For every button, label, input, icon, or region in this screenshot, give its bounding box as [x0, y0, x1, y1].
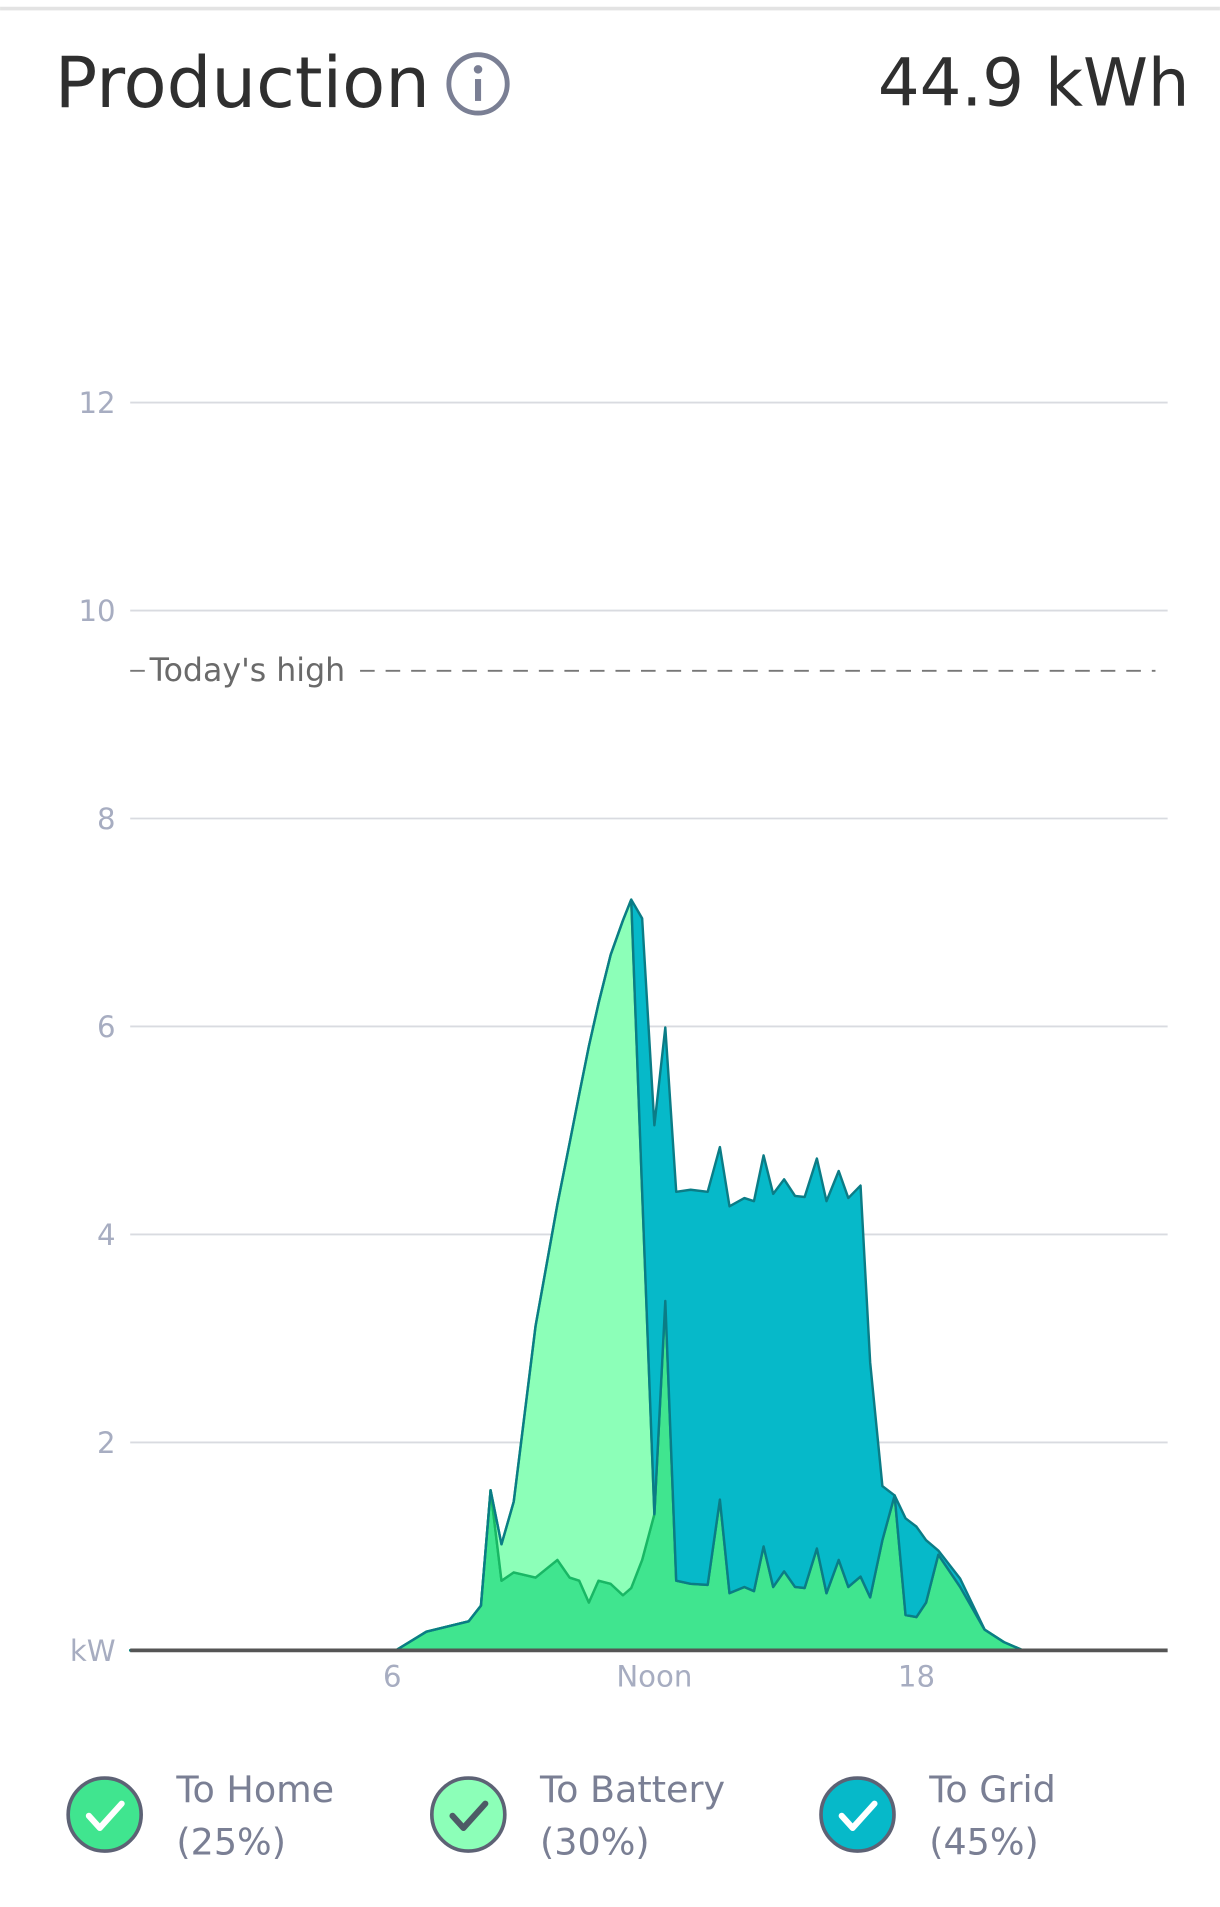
- info-icon[interactable]: [446, 52, 510, 116]
- legend-check: [449, 1800, 489, 1831]
- chart-title: Production: [55, 42, 430, 124]
- legend-label[interactable]: To Grid: [928, 1768, 1056, 1811]
- info-circle: [446, 52, 510, 116]
- y-tick-label: 10: [78, 594, 115, 628]
- legend-toggle[interactable]: [430, 1776, 507, 1853]
- reference-label-bg: [147, 648, 359, 693]
- x-tick-label: 18: [898, 1659, 935, 1693]
- legend-check: [85, 1800, 125, 1831]
- x-tick-label: Noon: [616, 1659, 692, 1693]
- reference-label: Today's high: [149, 653, 346, 689]
- info-dot: [473, 65, 483, 74]
- legend-toggle[interactable]: [66, 1776, 143, 1853]
- legend-share: (30%): [540, 1820, 650, 1863]
- legend-share: (25%): [176, 1820, 286, 1863]
- y-tick-label: 6: [97, 1010, 116, 1044]
- x-tick-label: 6: [383, 1659, 402, 1693]
- legend-label[interactable]: To Home: [175, 1768, 334, 1811]
- legend-share: (45%): [929, 1820, 1039, 1863]
- legend-label[interactable]: To Battery: [539, 1768, 725, 1811]
- legend-check: [838, 1800, 878, 1831]
- y-tick-label: 2: [97, 1426, 116, 1460]
- y-tick-label: kW: [70, 1634, 116, 1668]
- y-tick-label: 4: [97, 1218, 116, 1252]
- y-tick-label: 12: [78, 386, 115, 420]
- legend-toggle[interactable]: [819, 1776, 896, 1853]
- total-energy: 44.9 kWh: [878, 46, 1190, 122]
- y-tick-label: 8: [97, 802, 116, 836]
